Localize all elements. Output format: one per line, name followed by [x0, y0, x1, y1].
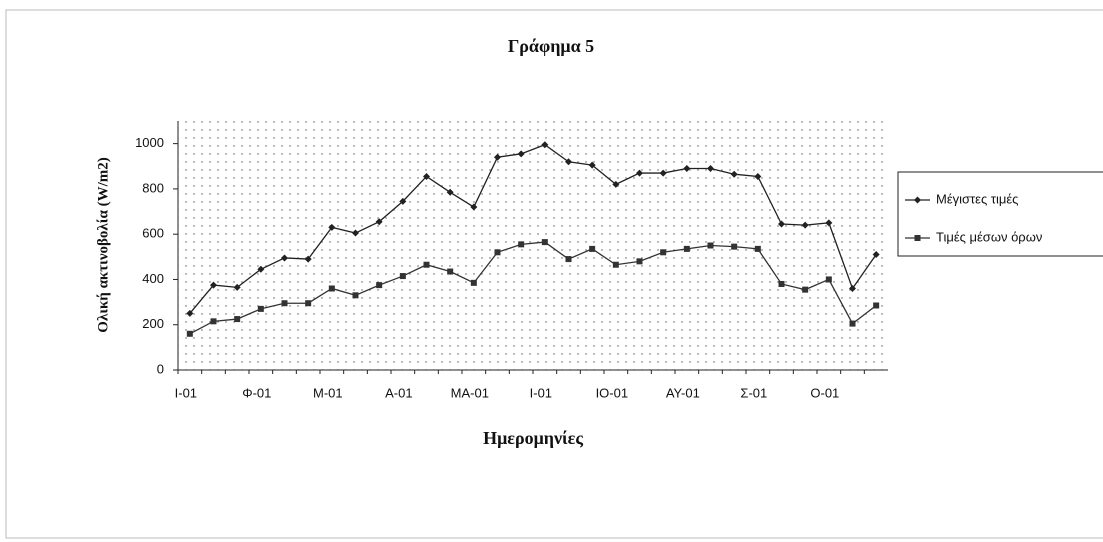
y-tick-label: 1000	[135, 135, 164, 150]
x-tick-label: IO-01	[596, 385, 629, 400]
y-tick-label: 800	[142, 180, 164, 195]
y-tick-label: 400	[142, 271, 164, 286]
point-marker	[257, 265, 265, 273]
point-marker	[399, 197, 407, 205]
point-marker	[541, 239, 548, 246]
x-tick-label: MA-01	[451, 385, 489, 400]
x-tick-label: A-01	[385, 385, 412, 400]
point-marker	[375, 218, 383, 226]
point-marker	[778, 280, 785, 287]
legend-label: Τιμές μέσων όρων	[936, 229, 1042, 244]
point-marker	[376, 282, 383, 289]
point-marker	[541, 141, 549, 149]
point-marker	[399, 273, 406, 280]
point-marker	[352, 229, 359, 237]
point-marker	[872, 251, 880, 259]
point-marker	[825, 219, 833, 227]
point-marker	[565, 158, 572, 166]
y-axis-label: Ολική ακτινοβολία (W/m2)	[95, 157, 111, 332]
point-marker	[565, 256, 572, 263]
point-marker	[210, 318, 217, 325]
point-marker	[517, 150, 525, 158]
point-marker	[447, 268, 454, 275]
point-marker	[707, 165, 714, 173]
point-marker	[186, 309, 194, 317]
point-marker	[328, 223, 336, 231]
point-marker	[494, 249, 501, 256]
point-marker	[281, 254, 288, 262]
y-tick-label: 0	[157, 361, 164, 376]
point-marker	[446, 188, 454, 196]
x-tick-label: M-01	[313, 385, 343, 400]
series-line	[189, 241, 877, 335]
y-tick-label: 600	[142, 226, 164, 241]
point-marker	[305, 300, 312, 307]
point-marker	[470, 279, 477, 286]
point-marker	[257, 305, 264, 312]
plot-area	[178, 121, 888, 370]
point-marker	[849, 320, 856, 327]
point-marker	[801, 221, 809, 229]
point-marker	[636, 258, 643, 265]
x-tick-label: I-01	[175, 385, 197, 400]
point-marker	[186, 330, 193, 337]
point-marker	[825, 276, 832, 283]
point-marker	[778, 220, 785, 228]
point-marker	[683, 165, 691, 173]
point-marker	[210, 281, 217, 289]
x-tick-label: I-01	[530, 385, 552, 400]
point-marker	[683, 245, 690, 252]
point-marker	[873, 302, 880, 309]
point-marker	[731, 243, 738, 250]
point-marker	[234, 316, 241, 323]
point-marker	[754, 172, 762, 180]
point-marker	[304, 255, 312, 263]
legend-marker	[914, 235, 921, 241]
point-marker	[494, 153, 501, 161]
point-marker	[281, 300, 288, 307]
point-marker	[589, 245, 596, 252]
x-tick-label: O-01	[810, 385, 839, 400]
x-tick-label: AY-01	[666, 385, 700, 400]
point-marker	[470, 203, 478, 211]
point-marker	[423, 261, 430, 268]
x-axis-label: Ημερομηνίες	[483, 428, 583, 448]
point-marker	[588, 161, 596, 169]
x-tick-label: Φ-01	[242, 385, 271, 400]
point-marker	[707, 242, 714, 249]
legend	[897, 171, 1103, 257]
point-marker	[660, 249, 667, 256]
point-marker	[352, 292, 359, 299]
point-marker	[659, 169, 667, 177]
point-marker	[849, 285, 856, 293]
series-line	[189, 144, 877, 314]
point-marker	[730, 170, 738, 178]
point-marker	[612, 261, 619, 268]
chart-title: Γράφημα 5	[508, 36, 594, 56]
x-tick-label: Σ-01	[740, 385, 767, 400]
point-marker	[636, 169, 643, 177]
point-marker	[754, 245, 761, 252]
point-marker	[802, 286, 809, 293]
legend-marker	[914, 196, 921, 204]
y-tick-label: 200	[142, 316, 164, 331]
point-marker	[612, 180, 620, 188]
point-marker	[328, 285, 335, 292]
legend-label: Μέγιστες τιμές	[936, 191, 1018, 206]
point-marker	[518, 241, 525, 248]
point-marker	[423, 172, 430, 180]
point-marker	[233, 283, 241, 291]
